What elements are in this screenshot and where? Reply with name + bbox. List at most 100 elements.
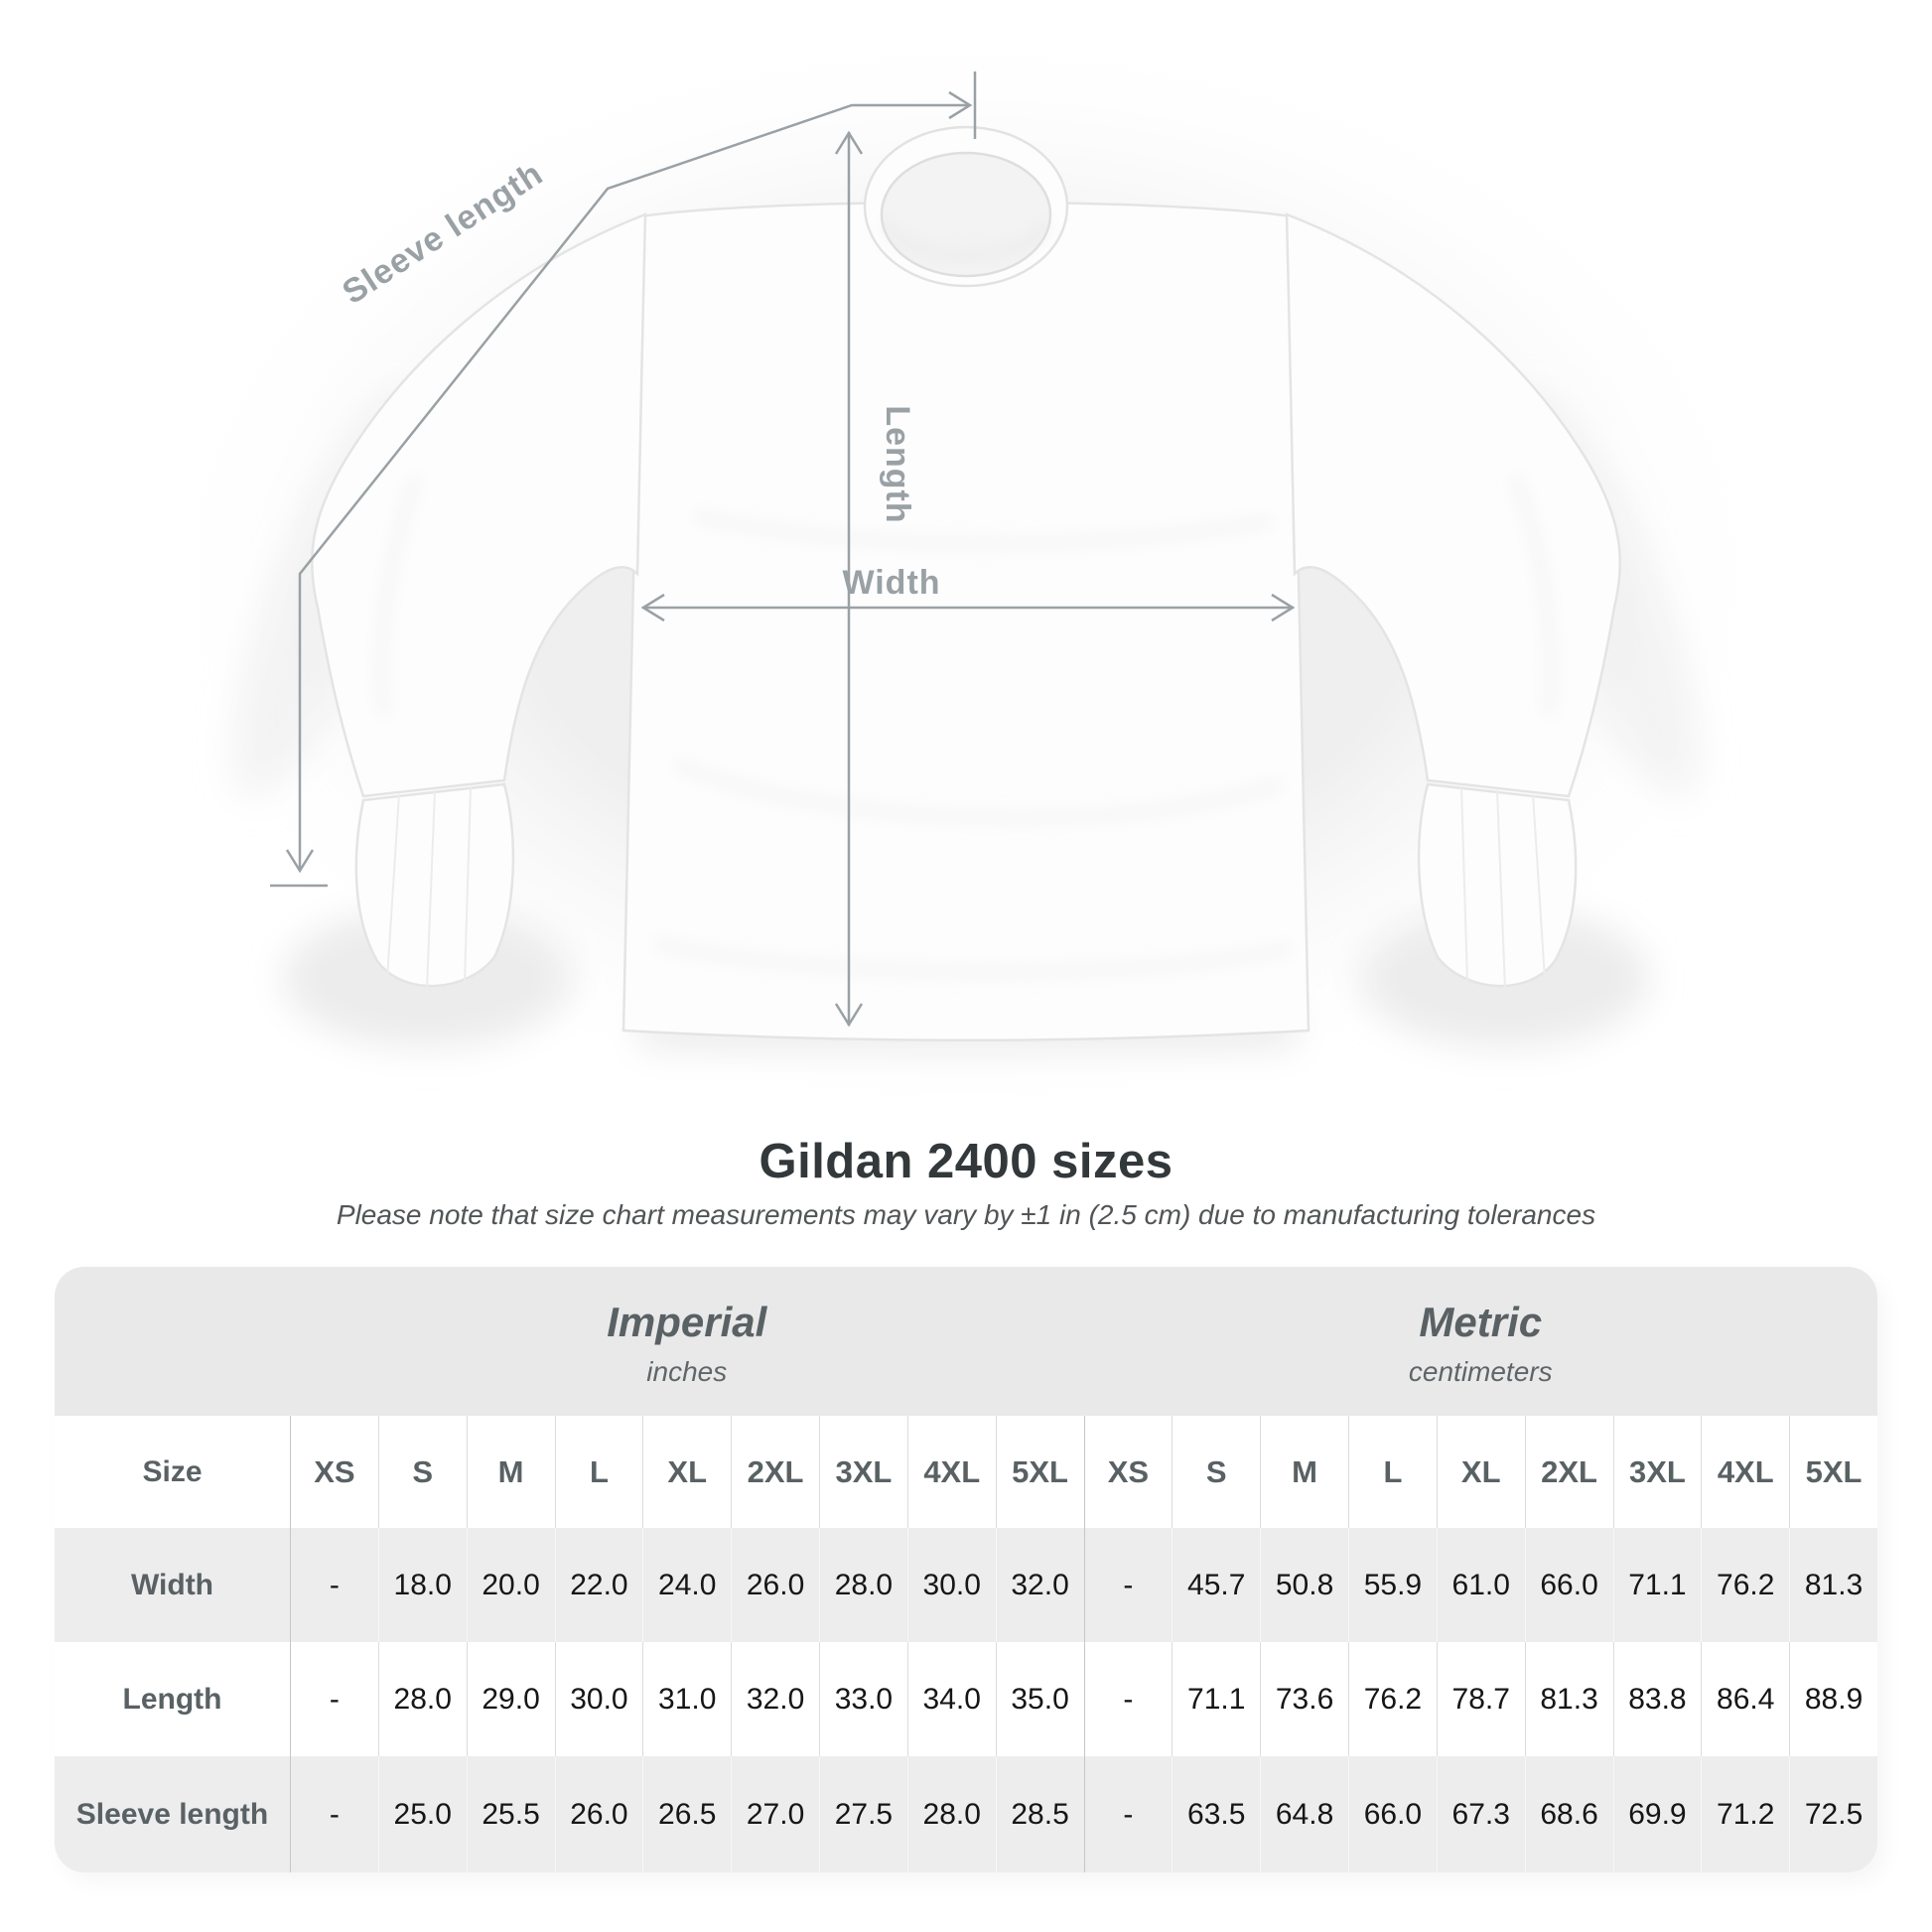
value-cell: 30.0 (554, 1642, 643, 1756)
size-table-grid: Size XS S M L XL 2XL 3XL 4XL 5XL XS S M L XL 2XL 3XL 4XL 5… (55, 1416, 1877, 1872)
value-cell: 28.0 (819, 1528, 907, 1642)
metric-group-header: Metric centimeters (1084, 1267, 1878, 1416)
value-cell: 25.0 (377, 1756, 467, 1872)
value-cell: 68.6 (1524, 1756, 1613, 1872)
value-cell: 25.5 (466, 1756, 555, 1872)
value-cell: 81.3 (1789, 1528, 1877, 1642)
value-cell: 72.5 (1789, 1756, 1877, 1872)
value-cell: 66.0 (1348, 1756, 1437, 1872)
value-cell: - (1083, 1642, 1173, 1756)
value-cell: 32.0 (995, 1528, 1084, 1642)
size-header-cell: 2XL (1524, 1416, 1613, 1528)
page-title: Gildan 2400 sizes (759, 1135, 1173, 1188)
size-header-cell: 5XL (1789, 1416, 1877, 1528)
value-cell: 76.2 (1348, 1642, 1437, 1756)
long-sleeve-shirt (310, 125, 1622, 1041)
size-header-cell: XS (290, 1416, 378, 1528)
value-cell: 26.5 (642, 1756, 732, 1872)
value-cell: 66.0 (1524, 1528, 1613, 1642)
unit-band-spacer (55, 1267, 290, 1416)
value-cell: 34.0 (906, 1642, 996, 1756)
size-header-cell: 4XL (906, 1416, 996, 1528)
size-header-cell: M (466, 1416, 555, 1528)
size-header-cell: S (1172, 1416, 1261, 1528)
value-cell: 73.6 (1260, 1642, 1348, 1756)
row-label-cell: Length (55, 1642, 290, 1756)
value-cell: 30.0 (906, 1528, 996, 1642)
size-header-cell: 3XL (819, 1416, 907, 1528)
size-header-cell: 2XL (731, 1416, 819, 1528)
cuff-rib-lines (386, 785, 1546, 990)
size-table-card: Imperial inches Metric centimeters Size X… (55, 1267, 1877, 1872)
value-cell: 71.1 (1172, 1642, 1261, 1756)
imperial-group-header: Imperial inches (290, 1267, 1084, 1416)
shirt-body (621, 201, 1311, 1041)
size-header-cell: 5XL (995, 1416, 1084, 1528)
value-cell: - (1083, 1756, 1173, 1872)
sleeve-length-dimension-line (298, 103, 970, 870)
size-header-cell: L (1348, 1416, 1437, 1528)
value-cell: 71.2 (1701, 1756, 1790, 1872)
shirt-right-cuff (1417, 782, 1578, 988)
value-cell: - (1083, 1528, 1173, 1642)
size-header-cell: XL (1436, 1416, 1525, 1528)
value-cell: 35.0 (995, 1642, 1084, 1756)
width-arrowhead-right (1271, 593, 1296, 622)
value-cell: 45.7 (1172, 1528, 1261, 1642)
length-arrowhead-down (834, 1003, 864, 1028)
size-header-cell: XS (1083, 1416, 1173, 1528)
value-cell: 76.2 (1701, 1528, 1790, 1642)
value-cell: 29.0 (466, 1642, 555, 1756)
unit-header-band: Imperial inches Metric centimeters (55, 1267, 1877, 1416)
collar-opening (880, 151, 1052, 278)
measurement-lines (270, 71, 1296, 1028)
value-cell: 24.0 (642, 1528, 732, 1642)
value-cell: - (290, 1528, 378, 1642)
width-label: Width (842, 564, 940, 602)
width-arrowhead-left (640, 593, 665, 622)
metric-title: Metric (1419, 1299, 1543, 1345)
value-cell: 33.0 (819, 1642, 907, 1756)
shirt-left-sleeve (310, 212, 647, 798)
shirt-right-sleeve (1285, 212, 1622, 798)
size-header-cell: XL (642, 1416, 732, 1528)
imperial-title: Imperial (607, 1299, 767, 1345)
shirt-left-cuff (354, 782, 515, 988)
value-cell: 28.0 (906, 1756, 996, 1872)
shirt-illustration: Sleeve length Length Width (142, 20, 1790, 1112)
value-cell: 27.0 (731, 1756, 819, 1872)
size-header-cell: L (554, 1416, 643, 1528)
value-cell: 28.0 (377, 1642, 467, 1756)
collar-inner-shadow (881, 221, 1051, 258)
value-cell: 69.9 (1612, 1756, 1702, 1872)
fabric-wrinkles (377, 475, 1555, 976)
value-cell: 22.0 (554, 1528, 643, 1642)
value-cell: 27.5 (819, 1756, 907, 1872)
size-header-cell: 4XL (1701, 1416, 1790, 1528)
value-cell: 26.0 (554, 1756, 643, 1872)
size-header-cell: M (1260, 1416, 1348, 1528)
row-label-cell: Width (55, 1528, 290, 1642)
value-cell: 28.5 (995, 1756, 1084, 1872)
length-arrowhead-up (834, 130, 864, 155)
value-cell: 20.0 (466, 1528, 555, 1642)
value-cell: 71.1 (1612, 1528, 1702, 1642)
value-cell: 55.9 (1348, 1528, 1437, 1642)
sleeve-length-arrowhead-right (948, 90, 973, 120)
value-cell: 31.0 (642, 1642, 732, 1756)
value-cell: 81.3 (1524, 1642, 1613, 1756)
value-cell: 86.4 (1701, 1642, 1790, 1756)
value-cell: 63.5 (1172, 1756, 1261, 1872)
value-cell: 61.0 (1436, 1528, 1525, 1642)
row-label-cell: Sleeve length (55, 1756, 290, 1872)
value-cell: 78.7 (1436, 1642, 1525, 1756)
sleeve-length-arrowhead-down (285, 849, 315, 874)
length-label: Length (879, 405, 916, 523)
imperial-subtitle: inches (646, 1356, 728, 1387)
size-chart-page: Sleeve length Length Width Gildan 2400 s… (55, 20, 1877, 1872)
value-cell: 26.0 (731, 1528, 819, 1642)
size-header-cell: S (377, 1416, 467, 1528)
size-header-cell: 3XL (1612, 1416, 1702, 1528)
value-cell: 64.8 (1260, 1756, 1348, 1872)
tolerance-note: Please note that size chart measurements… (336, 1199, 1596, 1230)
